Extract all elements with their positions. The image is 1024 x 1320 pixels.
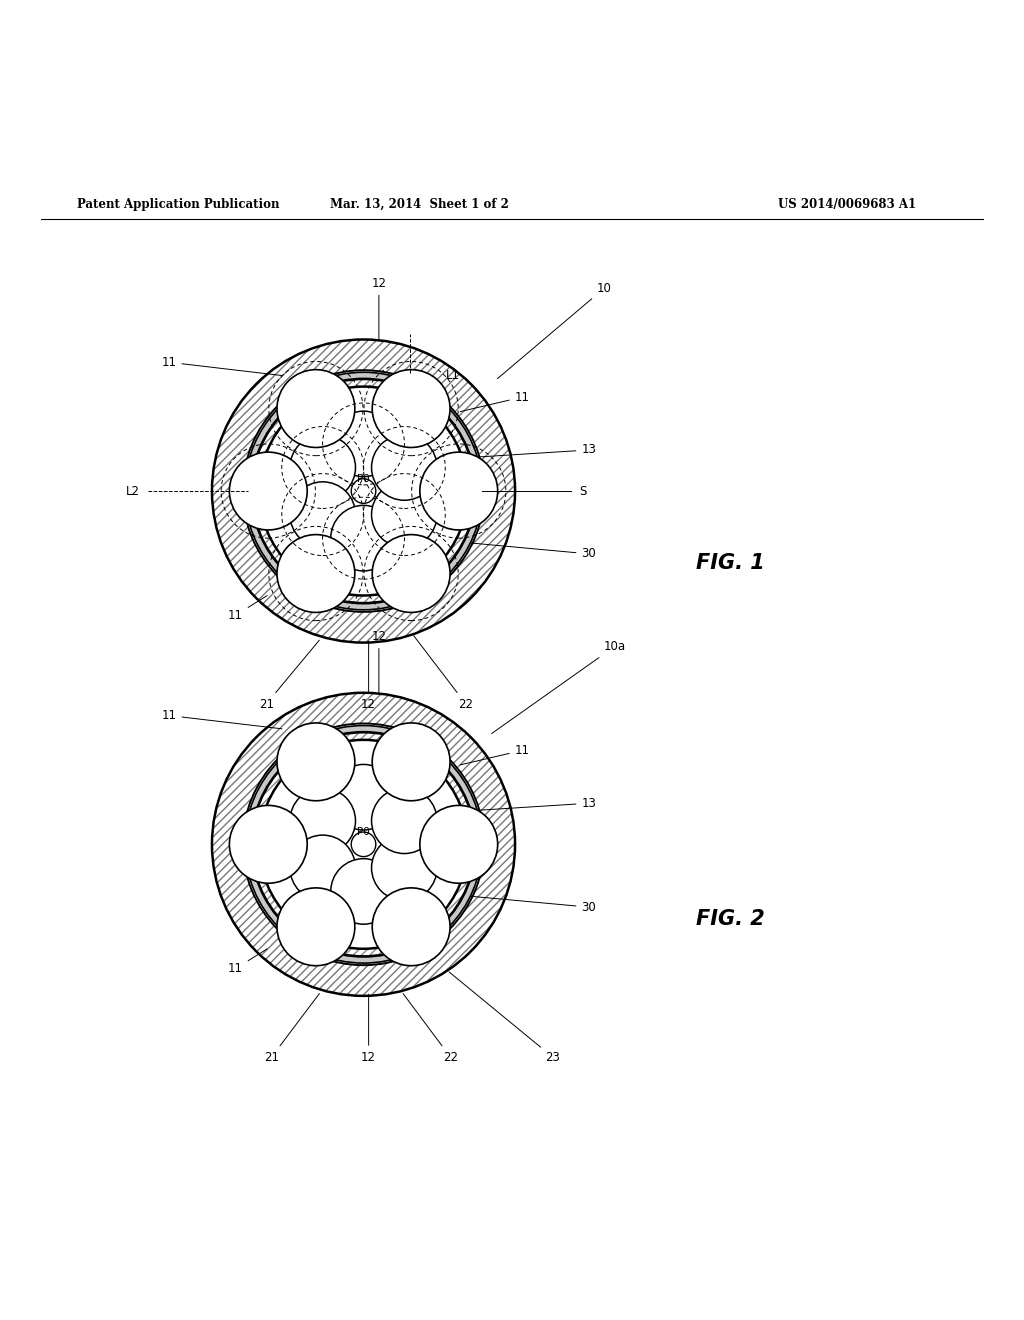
Circle shape <box>245 726 482 964</box>
Text: Patent Application Publication: Patent Application Publication <box>77 198 280 211</box>
Text: 12: 12 <box>361 640 376 710</box>
Text: 13: 13 <box>477 444 596 457</box>
Text: 30: 30 <box>461 895 596 913</box>
Circle shape <box>290 788 355 854</box>
Circle shape <box>251 379 476 603</box>
Circle shape <box>372 370 450 447</box>
Circle shape <box>331 764 396 830</box>
Circle shape <box>251 731 476 957</box>
Text: 12: 12 <box>372 630 386 693</box>
Circle shape <box>441 834 462 854</box>
Text: 11: 11 <box>460 744 529 764</box>
Circle shape <box>290 482 355 548</box>
Circle shape <box>276 888 354 966</box>
Circle shape <box>351 479 376 503</box>
Text: 12: 12 <box>372 277 386 339</box>
Text: L1: L1 <box>445 368 460 381</box>
Circle shape <box>259 741 468 949</box>
Circle shape <box>331 411 396 477</box>
Text: Mar. 13, 2014  Sheet 1 of 2: Mar. 13, 2014 Sheet 1 of 2 <box>331 198 509 211</box>
Circle shape <box>259 387 468 595</box>
Text: 10a: 10a <box>492 640 626 734</box>
Text: 22: 22 <box>403 994 458 1064</box>
Circle shape <box>372 434 437 500</box>
Text: 21: 21 <box>264 994 319 1064</box>
Circle shape <box>420 805 498 883</box>
Circle shape <box>276 535 354 612</box>
Text: 11: 11 <box>228 949 267 975</box>
Circle shape <box>372 535 450 612</box>
Circle shape <box>420 453 498 529</box>
Text: 21: 21 <box>259 640 319 710</box>
Circle shape <box>229 805 307 883</box>
Text: 11: 11 <box>460 391 529 412</box>
Text: 30: 30 <box>461 543 596 561</box>
Text: 22: 22 <box>414 636 473 710</box>
Circle shape <box>331 506 396 572</box>
Text: P0: P0 <box>357 828 370 837</box>
Text: 10: 10 <box>498 281 611 379</box>
Circle shape <box>229 453 307 529</box>
Text: 11: 11 <box>162 709 282 729</box>
Circle shape <box>276 723 354 801</box>
Circle shape <box>372 482 437 548</box>
Circle shape <box>265 834 286 854</box>
Circle shape <box>290 836 355 900</box>
Text: FIG. 2: FIG. 2 <box>696 909 765 929</box>
Circle shape <box>441 480 462 502</box>
Circle shape <box>243 370 484 612</box>
Text: FIG. 1: FIG. 1 <box>696 553 765 573</box>
Text: S: S <box>580 484 587 498</box>
Text: US 2014/0069683 A1: US 2014/0069683 A1 <box>778 198 916 211</box>
Text: L2: L2 <box>126 484 140 498</box>
Circle shape <box>290 434 355 500</box>
Circle shape <box>243 723 484 965</box>
Text: P0: P0 <box>357 474 370 483</box>
Text: 23: 23 <box>449 972 560 1064</box>
Circle shape <box>265 480 286 502</box>
Circle shape <box>372 723 450 801</box>
Text: 12: 12 <box>361 994 376 1064</box>
Text: 11: 11 <box>162 355 282 375</box>
Text: 11: 11 <box>228 595 267 622</box>
Circle shape <box>351 832 376 857</box>
Circle shape <box>245 372 482 610</box>
Circle shape <box>372 788 437 854</box>
Circle shape <box>276 370 354 447</box>
Circle shape <box>372 836 437 900</box>
Text: 13: 13 <box>477 797 596 810</box>
Circle shape <box>331 858 396 924</box>
Circle shape <box>372 888 450 966</box>
